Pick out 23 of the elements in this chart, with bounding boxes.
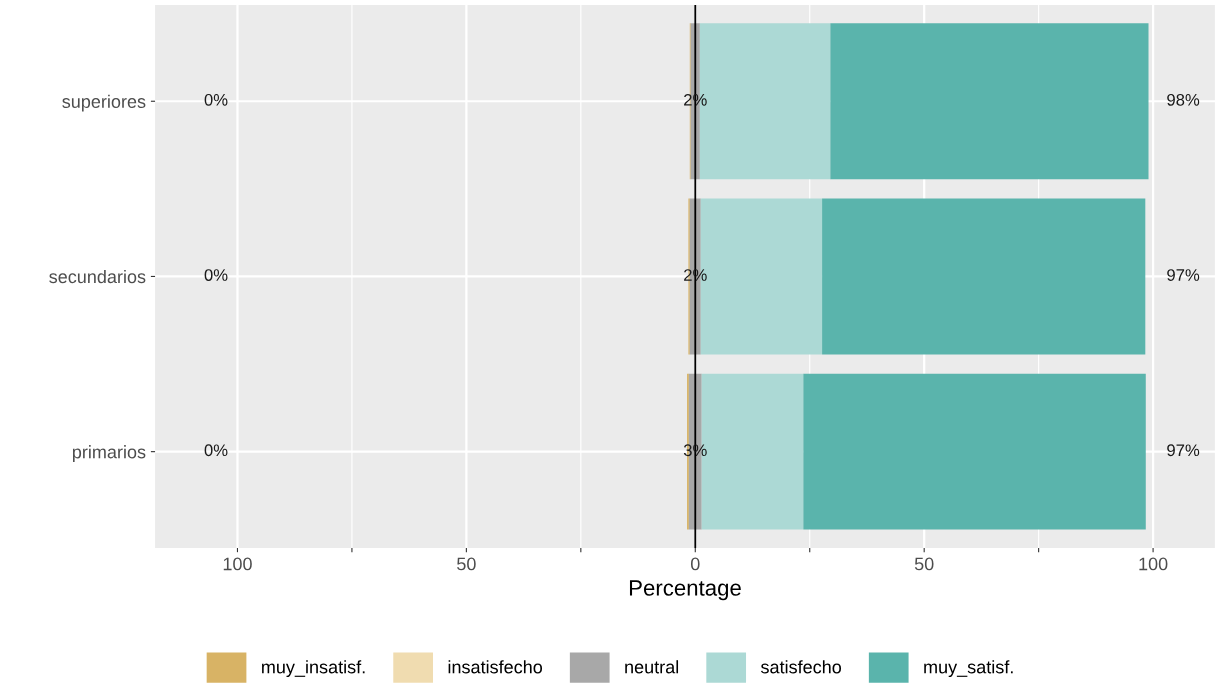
annotation: 97% (1167, 444, 1200, 457)
bar (830, 23, 1149, 180)
annotation: 98% (1167, 93, 1200, 106)
bar (822, 198, 1146, 355)
x-tick-label: 0 (690, 557, 700, 571)
y-tick-label: primarios (72, 445, 146, 462)
legend-label: muy_insatisf. (262, 660, 365, 678)
annotation: 97% (1167, 269, 1200, 281)
annotation: 0% (204, 93, 228, 106)
x-tick-label: 50 (457, 557, 476, 571)
bar (803, 373, 1146, 530)
legend-label: satisfecho (760, 660, 842, 674)
x-tick-label: 100 (1139, 557, 1168, 571)
x-tick-label: 100 (223, 557, 252, 571)
annotation: 0% (204, 269, 228, 281)
y-tick-label: superiores (62, 94, 146, 112)
annotation: 0% (204, 444, 228, 457)
legend-label: neutral (625, 660, 679, 674)
legend-label: insatisfecho (448, 660, 543, 674)
x-axis-title: Percentage (629, 580, 741, 601)
legend-label: muy_satisf. (924, 660, 1013, 678)
x-tick-label: 50 (914, 557, 934, 571)
y-tick-label: secundarios (49, 269, 146, 284)
